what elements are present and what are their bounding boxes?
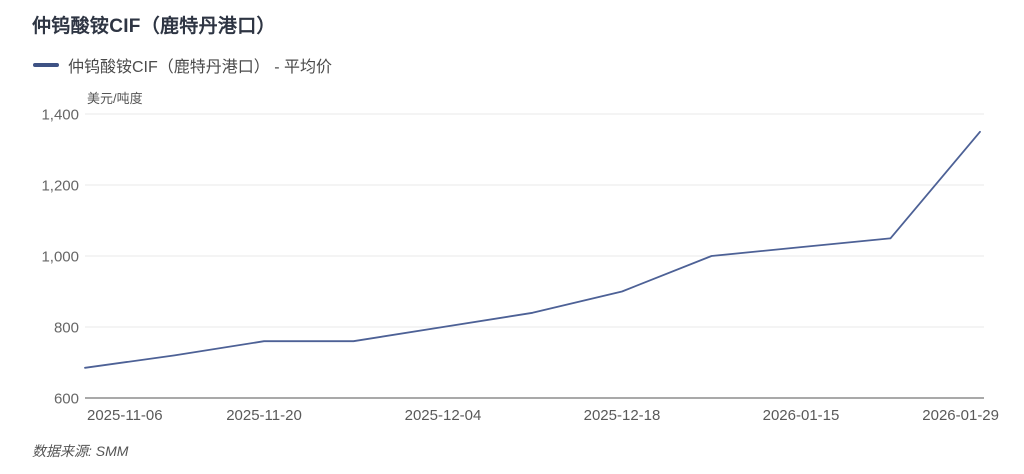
y-tick-label: 1,000 [41, 249, 79, 266]
x-tick-label: 2025-12-04 [405, 407, 482, 424]
chart-title: 仲钨酸铵CIF（鹿特丹港口） [32, 16, 276, 37]
x-tick-label: 2025-11-20 [226, 407, 302, 424]
legend-item[interactable]: 仲钨酸铵CIF（鹿特丹港口） - 平均价 [33, 53, 332, 77]
data-source-note: 数据来源: SMM [32, 443, 129, 459]
y-axis-unit-label: 美元/吨度 [87, 91, 143, 106]
line-chart-canvas: 600 800 1,000 1,200 1,400 2025-11-06 2025-11-2… [41, 107, 999, 425]
y-tick-label: 600 [54, 391, 79, 408]
price-series-line [84, 130, 981, 369]
legend-line-marker-icon [33, 63, 59, 67]
x-tick-label: 2025-12-18 [584, 407, 661, 424]
x-tick-label: 2026-01-15 [763, 407, 840, 424]
legend-label: 仲钨酸铵CIF（鹿特丹港口） - 平均价 [68, 59, 332, 76]
x-tick-label: 2026-01-29 [922, 407, 999, 424]
x-tick-label: 2025-11-06 [87, 407, 163, 424]
y-tick-label: 800 [54, 320, 79, 337]
y-tick-label: 1,400 [41, 107, 79, 124]
y-tick-label: 1,200 [41, 178, 79, 195]
